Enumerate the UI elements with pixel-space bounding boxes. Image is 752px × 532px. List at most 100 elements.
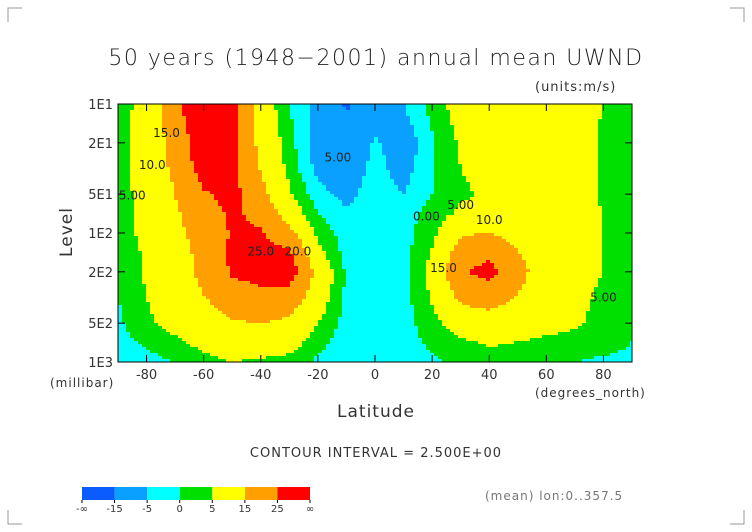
field-cell bbox=[278, 185, 283, 189]
field-cell bbox=[274, 281, 279, 285]
field-cell bbox=[294, 278, 299, 282]
field-cell bbox=[262, 167, 267, 171]
field-cell bbox=[258, 179, 263, 183]
field-cell bbox=[258, 299, 263, 303]
field-cell bbox=[158, 350, 163, 354]
field-cell bbox=[266, 353, 271, 357]
field-cell bbox=[314, 104, 319, 108]
field-cell bbox=[154, 326, 159, 330]
field-cell bbox=[298, 110, 303, 114]
field-cell bbox=[146, 152, 151, 156]
field-cell bbox=[238, 209, 243, 213]
field-cell bbox=[338, 110, 343, 114]
field-cell bbox=[134, 317, 139, 321]
field-cell bbox=[342, 134, 347, 138]
field-cell bbox=[130, 182, 135, 186]
field-cell bbox=[122, 221, 127, 225]
field-cell bbox=[246, 356, 251, 360]
field-cell bbox=[182, 350, 187, 354]
field-cell bbox=[138, 131, 143, 135]
field-cell bbox=[318, 230, 323, 234]
field-cell bbox=[174, 296, 179, 300]
field-cell bbox=[178, 359, 183, 363]
field-cell bbox=[270, 245, 275, 249]
field-cell bbox=[346, 245, 351, 249]
field-cell bbox=[246, 194, 251, 198]
field-cell bbox=[154, 353, 159, 357]
field-cell bbox=[222, 215, 227, 219]
field-cell bbox=[138, 317, 143, 321]
field-cell bbox=[138, 293, 143, 297]
field-cell bbox=[346, 233, 351, 237]
field-cell bbox=[230, 353, 235, 357]
field-cell bbox=[250, 140, 255, 144]
field-cell bbox=[302, 170, 307, 174]
field-cell bbox=[234, 143, 239, 147]
field-cell bbox=[174, 125, 179, 129]
field-cell bbox=[134, 302, 139, 306]
field-cell bbox=[338, 227, 343, 231]
field-cell bbox=[302, 278, 307, 282]
field-cell bbox=[274, 176, 279, 180]
field-cell bbox=[330, 164, 335, 168]
field-cell bbox=[298, 143, 303, 147]
field-cell bbox=[122, 185, 127, 189]
field-cell bbox=[194, 254, 199, 258]
field-cell bbox=[182, 185, 187, 189]
field-cell bbox=[318, 128, 323, 132]
field-cell bbox=[266, 125, 271, 129]
field-cell bbox=[290, 146, 295, 150]
field-cell bbox=[178, 194, 183, 198]
field-cell bbox=[146, 332, 151, 336]
field-cell bbox=[326, 137, 331, 141]
field-cell bbox=[334, 191, 339, 195]
field-cell bbox=[158, 287, 163, 291]
field-cell bbox=[210, 164, 215, 168]
field-cell bbox=[162, 161, 167, 165]
field-cell bbox=[138, 239, 143, 243]
field-cell bbox=[170, 113, 175, 117]
field-cell bbox=[222, 332, 227, 336]
field-cell bbox=[170, 173, 175, 177]
field-cell bbox=[142, 278, 147, 282]
field-cell bbox=[326, 128, 331, 132]
field-cell bbox=[306, 140, 311, 144]
field-cell bbox=[302, 209, 307, 213]
field-cell bbox=[194, 284, 199, 288]
field-cell bbox=[278, 155, 283, 159]
field-cell bbox=[310, 188, 315, 192]
field-cell bbox=[222, 212, 227, 216]
field-cell bbox=[206, 284, 211, 288]
field-cell bbox=[134, 152, 139, 156]
field-cell bbox=[162, 221, 167, 225]
field-cell bbox=[202, 122, 207, 126]
field-cell bbox=[338, 299, 343, 303]
field-cell bbox=[294, 113, 299, 117]
field-cell bbox=[130, 269, 135, 273]
field-cell bbox=[150, 107, 155, 111]
field-cell bbox=[142, 275, 147, 279]
field-cell bbox=[130, 293, 135, 297]
field-cell bbox=[298, 233, 303, 237]
field-cell bbox=[274, 338, 279, 342]
field-cell bbox=[238, 176, 243, 180]
field-cell bbox=[346, 302, 351, 306]
field-cell bbox=[174, 329, 179, 333]
field-cell bbox=[178, 203, 183, 207]
field-cell bbox=[134, 332, 139, 336]
field-cell bbox=[126, 302, 131, 306]
field-cell bbox=[194, 149, 199, 153]
field-cell bbox=[298, 104, 303, 108]
field-cell bbox=[174, 344, 179, 348]
field-cell bbox=[138, 302, 143, 306]
field-cell bbox=[254, 350, 259, 354]
field-cell bbox=[346, 131, 351, 135]
field-cell bbox=[178, 191, 183, 195]
field-cell bbox=[286, 341, 291, 345]
field-cell bbox=[230, 269, 235, 273]
field-cell bbox=[242, 356, 247, 360]
field-cell bbox=[186, 293, 191, 297]
field-cell bbox=[334, 230, 339, 234]
field-cell bbox=[330, 227, 335, 231]
field-cell bbox=[142, 344, 147, 348]
